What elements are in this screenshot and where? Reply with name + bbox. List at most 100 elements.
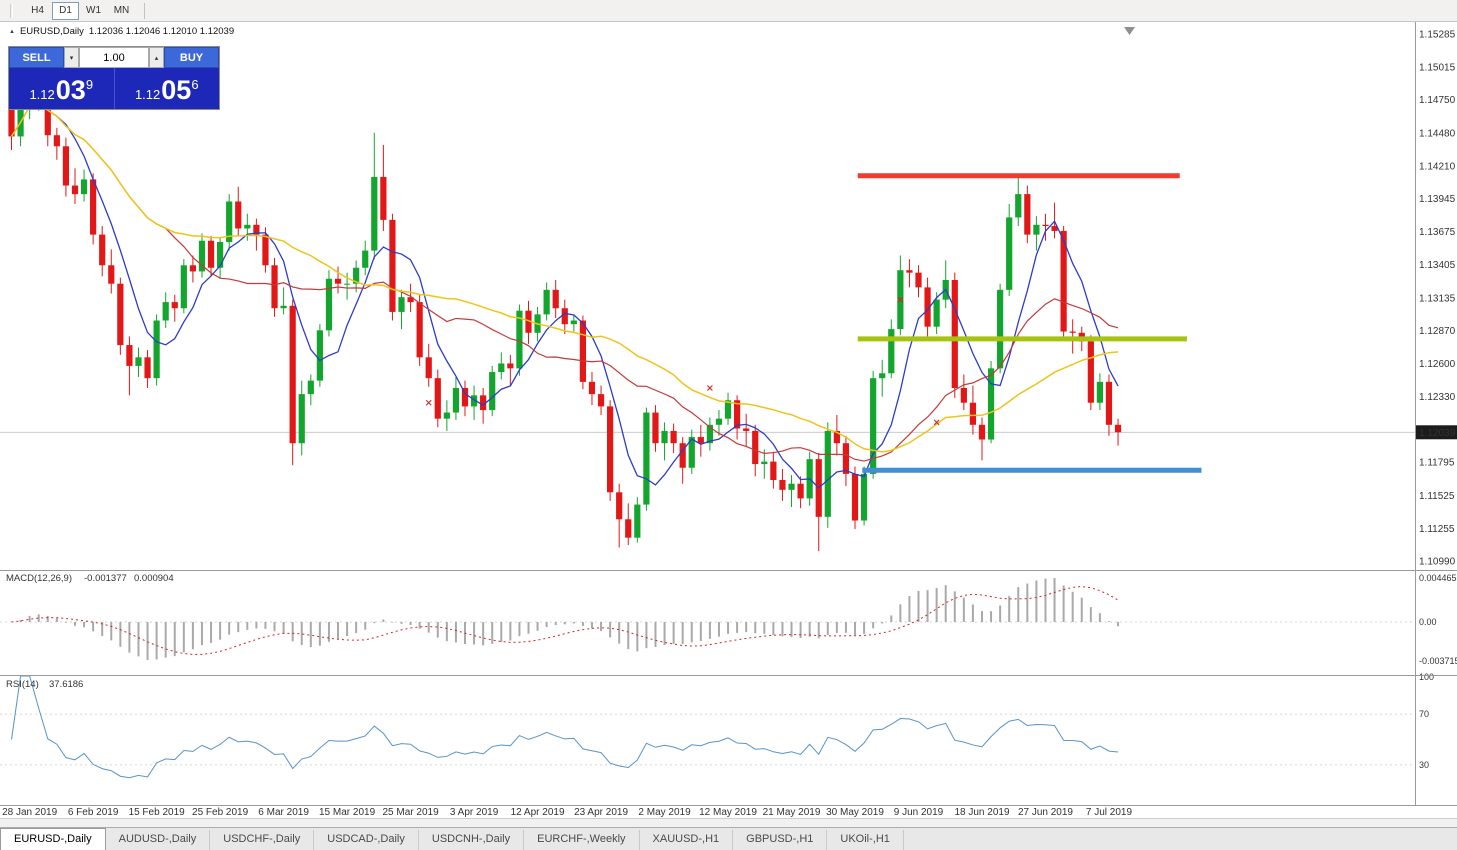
svg-text:12 Apr 2019: 12 Apr 2019: [511, 807, 565, 818]
svg-text:7 Jul 2019: 7 Jul 2019: [1086, 807, 1133, 818]
svg-text:1.13945: 1.13945: [1419, 194, 1456, 205]
chart-frame: [0, 22, 1457, 827]
ohlc-values: 1.12036 1.12046 1.12010 1.12039: [88, 26, 235, 37]
bid-price-display[interactable]: 1.12 03 9: [9, 68, 114, 109]
svg-text:70: 70: [1419, 709, 1429, 719]
svg-text:15 Feb 2019: 15 Feb 2019: [129, 807, 186, 818]
chart-tabs-bar: EURUSD-,Daily AUDUSD-,Daily USDCHF-,Dail…: [0, 827, 1457, 850]
ask-pipette: 6: [191, 77, 199, 92]
svg-text:1.12870: 1.12870: [1419, 326, 1456, 337]
trade-marker: [707, 385, 713, 391]
sell-button[interactable]: SELL: [9, 47, 64, 68]
symbol-period-label: EURUSD,Daily: [19, 26, 84, 37]
volume-input[interactable]: [79, 47, 149, 68]
macd-signal-line: [11, 586, 1119, 656]
ask-price-display[interactable]: 1.12 05 6: [113, 68, 219, 109]
current-price-badge: [1416, 425, 1457, 440]
buy-button[interactable]: BUY: [164, 47, 219, 68]
svg-text:3 Apr 2019: 3 Apr 2019: [450, 807, 499, 818]
date-axis: 28 Jan 2019 6 Feb 2019 15 Feb 2019 25 Feb 2…: [2, 807, 1132, 818]
svg-text:1.14480: 1.14480: [1419, 128, 1456, 139]
svg-text:0.00: 0.00: [1419, 617, 1437, 627]
svg-text:1.12330: 1.12330: [1419, 392, 1456, 403]
svg-text:1.12039: 1.12039: [1419, 428, 1456, 439]
svg-text:6 Feb 2019: 6 Feb 2019: [68, 807, 119, 818]
ma-fast: [10, 103, 1119, 489]
tab-audusd-daily[interactable]: AUDUSD-,Daily: [106, 830, 211, 850]
volume-spin-button[interactable]: ▴: [149, 47, 164, 68]
timeframe-d1-button[interactable]: D1: [52, 1, 79, 20]
svg-text:MACD(12,26,9): MACD(12,26,9): [6, 573, 72, 584]
timeframe-mn-button[interactable]: MN: [108, 2, 135, 20]
svg-text:25 Mar 2019: 25 Mar 2019: [383, 807, 440, 818]
tab-usdcnh-daily[interactable]: USDCNH-,Daily: [419, 830, 525, 850]
caret-up-icon: ▴: [154, 54, 159, 62]
trade-controls-row: SELL ▾ ▴ BUY: [9, 47, 219, 68]
rsi-window: RSI(14) 37.6186 100 70 30: [0, 672, 1434, 779]
svg-text:0.000904: 0.000904: [134, 573, 174, 584]
tab-eurchf-weekly[interactable]: EURCHF-,Weekly: [524, 830, 640, 850]
svg-text:1.13405: 1.13405: [1419, 260, 1456, 271]
tab-xauusd-h1[interactable]: XAUUSD-,H1: [640, 830, 734, 850]
svg-text:9 Jun 2019: 9 Jun 2019: [894, 807, 944, 818]
svg-text:RSI(14): RSI(14): [6, 679, 39, 690]
ma-slow: [10, 103, 1119, 453]
chart-expand-icon[interactable]: ▲: [9, 28, 15, 35]
svg-text:1.15015: 1.15015: [1419, 63, 1456, 74]
svg-text:30 May 2019: 30 May 2019: [826, 807, 884, 818]
timeframe-w1-button[interactable]: W1: [80, 2, 107, 20]
rsi-line: [11, 675, 1119, 779]
timeframe-toolbar: H4 D1 W1 MN: [0, 0, 1457, 22]
svg-text:1.15285: 1.15285: [1419, 30, 1456, 41]
svg-text:15 Mar 2019: 15 Mar 2019: [319, 807, 376, 818]
svg-text:2 May 2019: 2 May 2019: [638, 807, 691, 818]
trade-marker: [915, 279, 922, 286]
timeframe-h4-button[interactable]: H4: [24, 2, 51, 20]
bid-pipette: 9: [85, 77, 94, 92]
svg-text:37.6186: 37.6186: [49, 679, 83, 690]
svg-text:1.11525: 1.11525: [1419, 491, 1455, 502]
volume-dropdown-button[interactable]: ▾: [64, 47, 79, 68]
tab-usdcad-daily[interactable]: USDCAD-,Daily: [314, 830, 419, 850]
bid-base: 1.12: [29, 87, 55, 102]
svg-text:18 Jun 2019: 18 Jun 2019: [954, 807, 1009, 818]
svg-text:1.14210: 1.14210: [1419, 161, 1456, 172]
svg-text:28 Jan 2019: 28 Jan 2019: [2, 807, 57, 818]
tab-ukoil-h1[interactable]: UKOil-,H1: [827, 830, 904, 850]
svg-text:23 Apr 2019: 23 Apr 2019: [574, 807, 628, 818]
svg-text:1.13675: 1.13675: [1419, 227, 1456, 238]
ask-base: 1.12: [134, 87, 161, 102]
svg-text:1.11255: 1.11255: [1419, 524, 1455, 535]
svg-text:1.12600: 1.12600: [1419, 359, 1456, 370]
svg-text:12 May 2019: 12 May 2019: [699, 807, 757, 818]
svg-text:27 Jun 2019: 27 Jun 2019: [1018, 807, 1073, 818]
ma-medium: [10, 103, 1119, 462]
trade-prices-row: 1.12 03 9 1.12 05 6: [9, 68, 219, 109]
trade-marker: [933, 419, 940, 426]
chart-header: ▲ EURUSD,Daily 1.12036 1.12046 1.12010 1…: [9, 26, 234, 37]
macd-window: MACD(12,26,9) -0.001377 0.000904 0.004465 0.…: [0, 573, 1457, 666]
svg-text:0.004465: 0.004465: [1419, 573, 1457, 583]
svg-text:-0.001377: -0.001377: [84, 573, 127, 584]
tab-eurusd-daily[interactable]: EURUSD-,Daily: [0, 828, 106, 850]
svg-text:100: 100: [1419, 672, 1434, 682]
price-chart: [0, 49, 1415, 552]
ask-pips: 05: [161, 75, 192, 105]
svg-text:1.13135: 1.13135: [1419, 293, 1456, 304]
chart-shift-marker: [1124, 27, 1135, 35]
svg-text:6 Mar 2019: 6 Mar 2019: [258, 807, 309, 818]
toolbar-separator: [144, 2, 145, 19]
tab-gbpusd-h1[interactable]: GBPUSD-,H1: [733, 830, 828, 850]
svg-text:1.10990: 1.10990: [1419, 557, 1456, 568]
svg-text:30: 30: [1419, 760, 1429, 770]
toolbar-grip[interactable]: [10, 3, 13, 18]
trade-marker: [425, 399, 432, 406]
svg-text:1.14750: 1.14750: [1419, 95, 1456, 106]
svg-text:21 May 2019: 21 May 2019: [763, 807, 821, 818]
tab-usdchf-daily[interactable]: USDCHF-,Daily: [210, 830, 315, 850]
svg-text:1.11795: 1.11795: [1419, 458, 1455, 469]
trade-marker: [897, 296, 904, 303]
